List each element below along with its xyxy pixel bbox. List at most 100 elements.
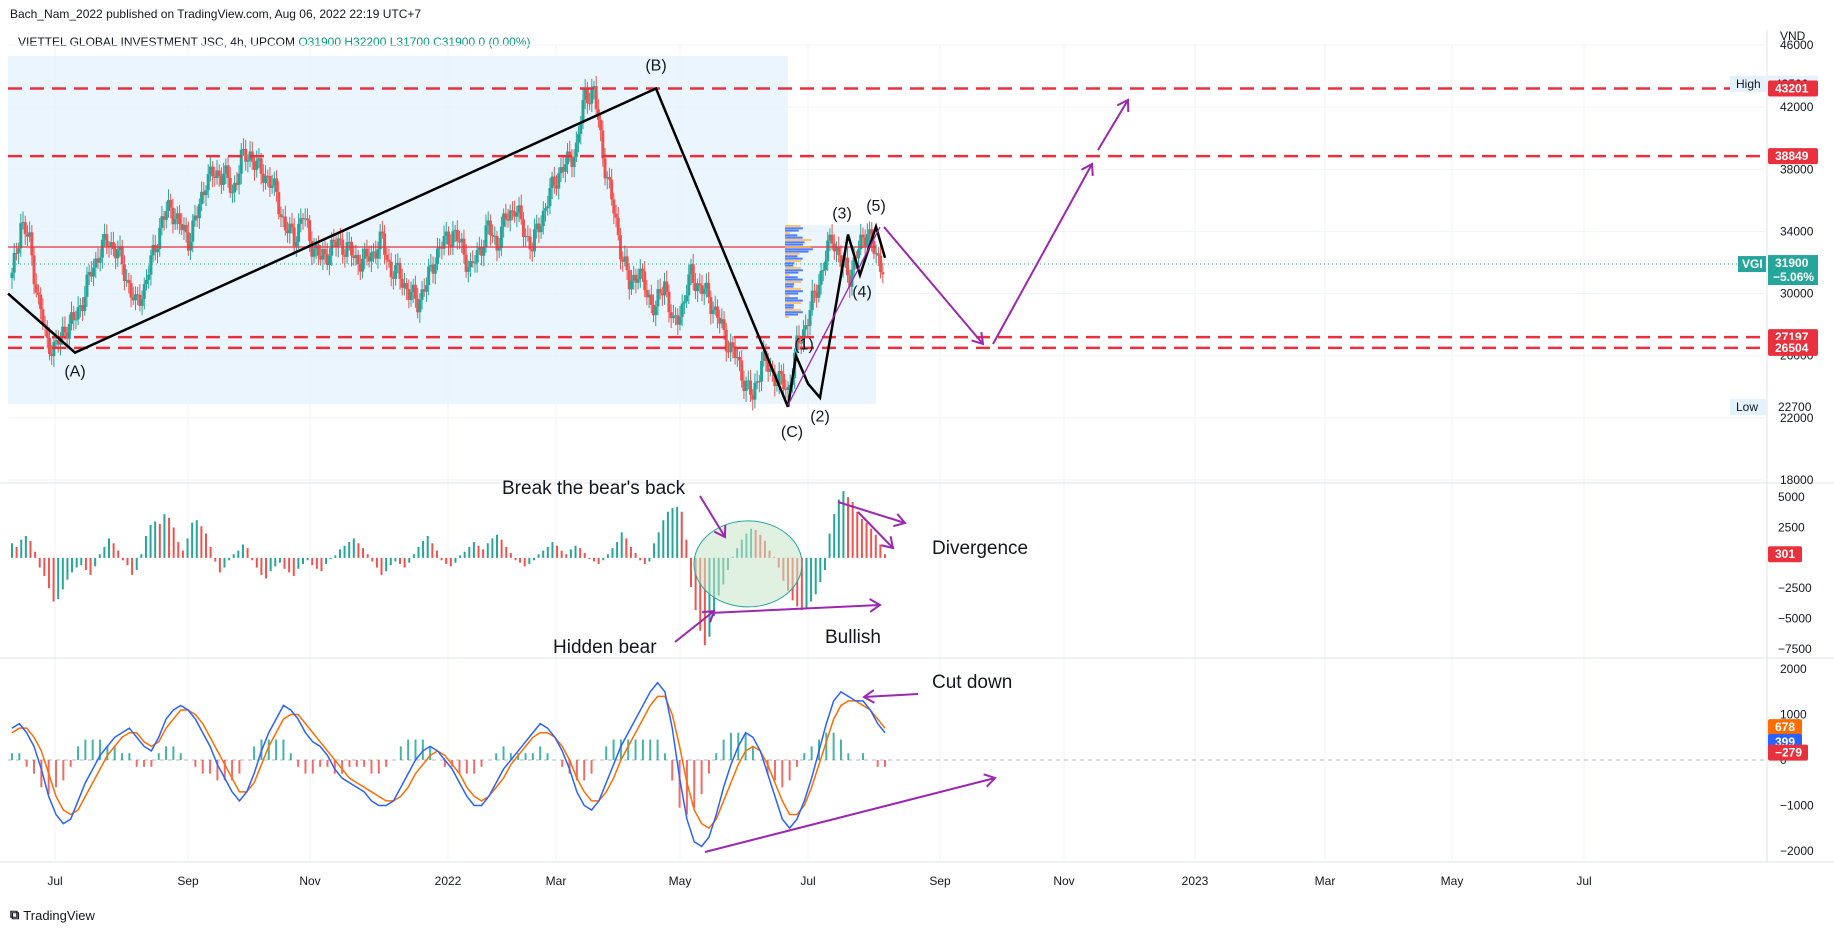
candle-body <box>471 261 475 263</box>
candle-body <box>654 306 658 316</box>
candle-body <box>616 217 620 236</box>
osc-y-tick-label: −2500 <box>1778 581 1812 595</box>
annotation-divergence: Divergence <box>932 538 1028 559</box>
candle-body <box>707 282 711 298</box>
candle-body <box>365 248 369 257</box>
price-pane[interactable] <box>8 75 1765 411</box>
candle-body <box>868 229 872 235</box>
candle-body <box>506 219 510 221</box>
divergence-arrow-1 <box>837 501 906 524</box>
x-tick-label: Jul <box>47 874 62 888</box>
candle-body <box>663 281 667 296</box>
candle-body <box>149 255 153 275</box>
candle-body <box>30 232 34 256</box>
candle-body <box>235 182 239 185</box>
candle-body <box>36 292 40 295</box>
candle-body <box>369 252 373 262</box>
volume-profile-bar <box>785 255 798 258</box>
macd-y-tick-label: 2000 <box>1780 662 1807 676</box>
candle-body <box>638 268 642 280</box>
candle-body <box>458 241 462 243</box>
candle-body <box>733 347 737 359</box>
candle-body <box>383 233 387 255</box>
candle-body <box>151 244 155 256</box>
resistance-badge: 26504 <box>1775 341 1809 355</box>
annotation-break-back: Break the bear's back <box>502 478 686 499</box>
candle-body <box>217 170 221 177</box>
macd-bullish-arrow <box>704 777 996 853</box>
candle-body <box>720 319 724 324</box>
candle-body <box>649 294 653 305</box>
candle-body <box>72 312 76 320</box>
candle-body <box>63 326 67 333</box>
history-zone <box>8 55 788 404</box>
candle-body <box>599 119 603 131</box>
candle-body <box>636 279 640 283</box>
candle-body <box>409 292 413 300</box>
osc-y-tick-label: −7500 <box>1778 642 1812 656</box>
candle-body <box>865 234 869 247</box>
candle-body <box>837 246 841 256</box>
candle-body <box>116 249 120 259</box>
volume-profile-bar <box>785 287 801 290</box>
candle-body <box>475 250 479 263</box>
candle-body <box>742 380 746 392</box>
candle-body <box>464 254 468 272</box>
volume-profile-bar <box>785 266 801 269</box>
x-tick-label: May <box>669 874 692 888</box>
resistance-badge-bg <box>1768 339 1818 356</box>
candle-body <box>184 224 188 233</box>
candle-body <box>440 247 444 249</box>
candle-body <box>760 360 764 382</box>
macd-pane[interactable] <box>8 681 1765 848</box>
volume-profile-bar <box>785 245 811 248</box>
candle-body <box>200 191 204 205</box>
candle-body <box>740 360 744 381</box>
candle-body <box>61 326 65 337</box>
break-back-arrow-head <box>713 524 727 539</box>
cut-down-arrow <box>863 693 919 698</box>
candle-body <box>799 342 803 344</box>
candle-body <box>753 382 757 400</box>
volume-profile-bar <box>785 252 800 255</box>
candle-body <box>74 319 78 321</box>
candle-body <box>94 258 98 268</box>
candle-body <box>405 283 409 290</box>
wave-label: (1) <box>794 337 814 354</box>
candle-body <box>435 248 439 265</box>
candle-body <box>10 272 14 279</box>
candle-body <box>667 291 671 313</box>
candle-body <box>363 248 367 259</box>
candle-body <box>241 148 245 150</box>
candle-body <box>682 301 686 304</box>
projection-down-arrow <box>883 226 984 345</box>
candle-body <box>402 283 406 288</box>
abc-wave-line <box>7 86 790 408</box>
candle-body <box>808 310 812 326</box>
signal-last-badge: 678 <box>1775 720 1795 734</box>
candle-body <box>25 234 29 237</box>
candle-body <box>153 244 157 253</box>
candle-body <box>735 356 739 359</box>
candle-body <box>524 235 528 237</box>
volume-profile-bar <box>785 315 789 318</box>
macd-y-tick-label: −2000 <box>1780 844 1814 858</box>
candle-body <box>193 215 197 221</box>
candle-body <box>156 248 159 253</box>
last-price: 31900 <box>1775 256 1809 270</box>
volume-profile-bar <box>785 297 798 300</box>
candle-body <box>290 223 294 228</box>
candle-body <box>491 235 495 237</box>
projection-up-arrow-2-head <box>1116 98 1130 113</box>
symbol-tag-bg <box>1738 256 1766 273</box>
candle-body <box>442 235 446 249</box>
wave-label: (A) <box>64 364 85 381</box>
oscillator-pane[interactable] <box>11 491 886 646</box>
candle-body <box>749 380 753 395</box>
brand-name: TradingView <box>23 907 95 923</box>
y-tick-label: 46000 <box>1780 38 1814 52</box>
candle-body <box>330 239 334 256</box>
candle-body <box>316 244 320 256</box>
candle-body <box>352 255 356 259</box>
